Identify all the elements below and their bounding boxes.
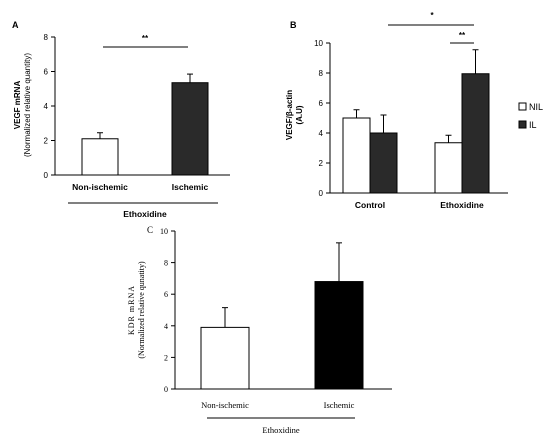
panel-c: C KDR mRNA (Normalized relative qunatity… bbox=[127, 225, 392, 435]
chart3-ytick-label-0: 0 bbox=[164, 385, 168, 394]
panel-c-group-label: Ethoxidine bbox=[262, 425, 300, 435]
panel-a-group-label: Ethoxidine bbox=[123, 209, 167, 219]
chart3-ytick-label-8: 8 bbox=[164, 259, 168, 268]
panel-b-ylabel-line1: VEGF/β-actin bbox=[285, 90, 294, 140]
panel-b-significance-top-label: * bbox=[430, 11, 434, 20]
panel-c-ylabel: KDR mRNA (Normalized relative qunatity) bbox=[127, 261, 146, 359]
panel-c-letter: C bbox=[147, 225, 153, 235]
chart2-ytick-label-0: 0 bbox=[319, 189, 324, 198]
panel-a-ylabel: VEGF mRNA (Normalized relative quantity) bbox=[13, 53, 32, 157]
chart1-category-label-ischemic: Ischemic bbox=[172, 182, 209, 192]
panel-b-y-ticks: 0 2 4 6 8 10 bbox=[314, 39, 330, 198]
panel-b-ylabel-line2: (A.U) bbox=[295, 105, 304, 124]
chart2-ethoxidine-il-bar bbox=[461, 73, 490, 194]
chart2-category-label-ethoxidine: Ethoxidine bbox=[440, 200, 484, 210]
legend-item-il: IL bbox=[518, 120, 537, 130]
panel-a-significance-label: ** bbox=[142, 34, 149, 43]
panel-b-category-labels: Control Ethoxidine bbox=[355, 200, 484, 210]
legend-swatch-nil bbox=[518, 102, 527, 111]
panel-b-bars bbox=[342, 49, 490, 194]
chart2-ytick-label-6: 6 bbox=[319, 99, 324, 108]
chart2-category-label-control: Control bbox=[355, 200, 385, 210]
panel-a-y-ticks: 0 2 4 6 8 bbox=[44, 33, 55, 180]
chart3-ytick-label-2: 2 bbox=[164, 353, 168, 362]
panel-a-ylabel-line2: (Normalized relative quantity) bbox=[23, 53, 32, 157]
chart1-ytick-label-2: 2 bbox=[44, 137, 49, 146]
panel-c-y-ticks: 0 2 4 6 8 10 bbox=[160, 227, 175, 394]
panel-b: B VEGF/β-actin (A.U) 0 2 4 6 8 10 Control Etho… bbox=[285, 11, 543, 210]
chart2-ytick-label-8: 8 bbox=[319, 69, 324, 78]
chart1-category-label-non-ischemic: Non-ischemic bbox=[72, 182, 128, 192]
panel-b-ylabel: VEGF/β-actin (A.U) bbox=[285, 90, 304, 140]
panel-b-significance-inner-label: ** bbox=[459, 31, 466, 40]
chart1-ytick-label-4: 4 bbox=[44, 102, 49, 111]
panel-b-legend: NIL IL bbox=[518, 102, 543, 130]
chart2-ytick-label-10: 10 bbox=[314, 39, 323, 48]
chart3-category-label-non-ischemic: Non-ischemic bbox=[201, 400, 249, 410]
chart1-ytick-label-0: 0 bbox=[44, 171, 49, 180]
chart1-ytick-label-8: 8 bbox=[44, 33, 49, 42]
chart3-non-ischemic-bar bbox=[200, 326, 250, 390]
panel-c-ylabel-line2: (Normalized relative qunatity) bbox=[137, 261, 146, 359]
panel-c-ylabel-line1: KDR mRNA bbox=[127, 285, 136, 335]
legend-item-nil: NIL bbox=[518, 102, 543, 112]
panel-c-category-labels: Non-ischemic Ischemic bbox=[201, 400, 354, 410]
panel-a-ylabel-line1: VEGF mRNA bbox=[13, 81, 22, 130]
chart2-control-nil-bar bbox=[342, 117, 371, 194]
panel-a: A VEGF mRNA (Normalized relative quantit… bbox=[12, 20, 230, 219]
chart1-ytick-label-6: 6 bbox=[44, 68, 49, 77]
panel-a-letter: A bbox=[12, 20, 19, 30]
chart3-ytick-label-4: 4 bbox=[164, 322, 168, 331]
panel-a-category-labels: Non-ischemic Ischemic bbox=[72, 182, 208, 192]
legend-swatch-il bbox=[518, 120, 527, 129]
panel-b-letter: B bbox=[290, 20, 297, 30]
chart3-ytick-label-10: 10 bbox=[160, 227, 168, 236]
chart2-ethoxidine-nil-bar bbox=[434, 142, 463, 194]
legend-label-il: IL bbox=[529, 120, 537, 130]
chart3-category-label-ischemic: Ischemic bbox=[324, 400, 355, 410]
panel-c-bars bbox=[200, 242, 364, 390]
chart3-ytick-label-6: 6 bbox=[164, 290, 168, 299]
chart2-ytick-label-2: 2 bbox=[319, 159, 324, 168]
chart2-ytick-label-4: 4 bbox=[319, 129, 324, 138]
chart3-ischemic-bar bbox=[314, 281, 364, 390]
panel-a-bars bbox=[81, 73, 209, 176]
legend-label-nil: NIL bbox=[529, 102, 543, 112]
chart1-ischemic-bar bbox=[171, 82, 209, 176]
chart2-control-il-bar bbox=[369, 132, 398, 194]
chart1-non-ischemic-bar bbox=[81, 138, 119, 176]
